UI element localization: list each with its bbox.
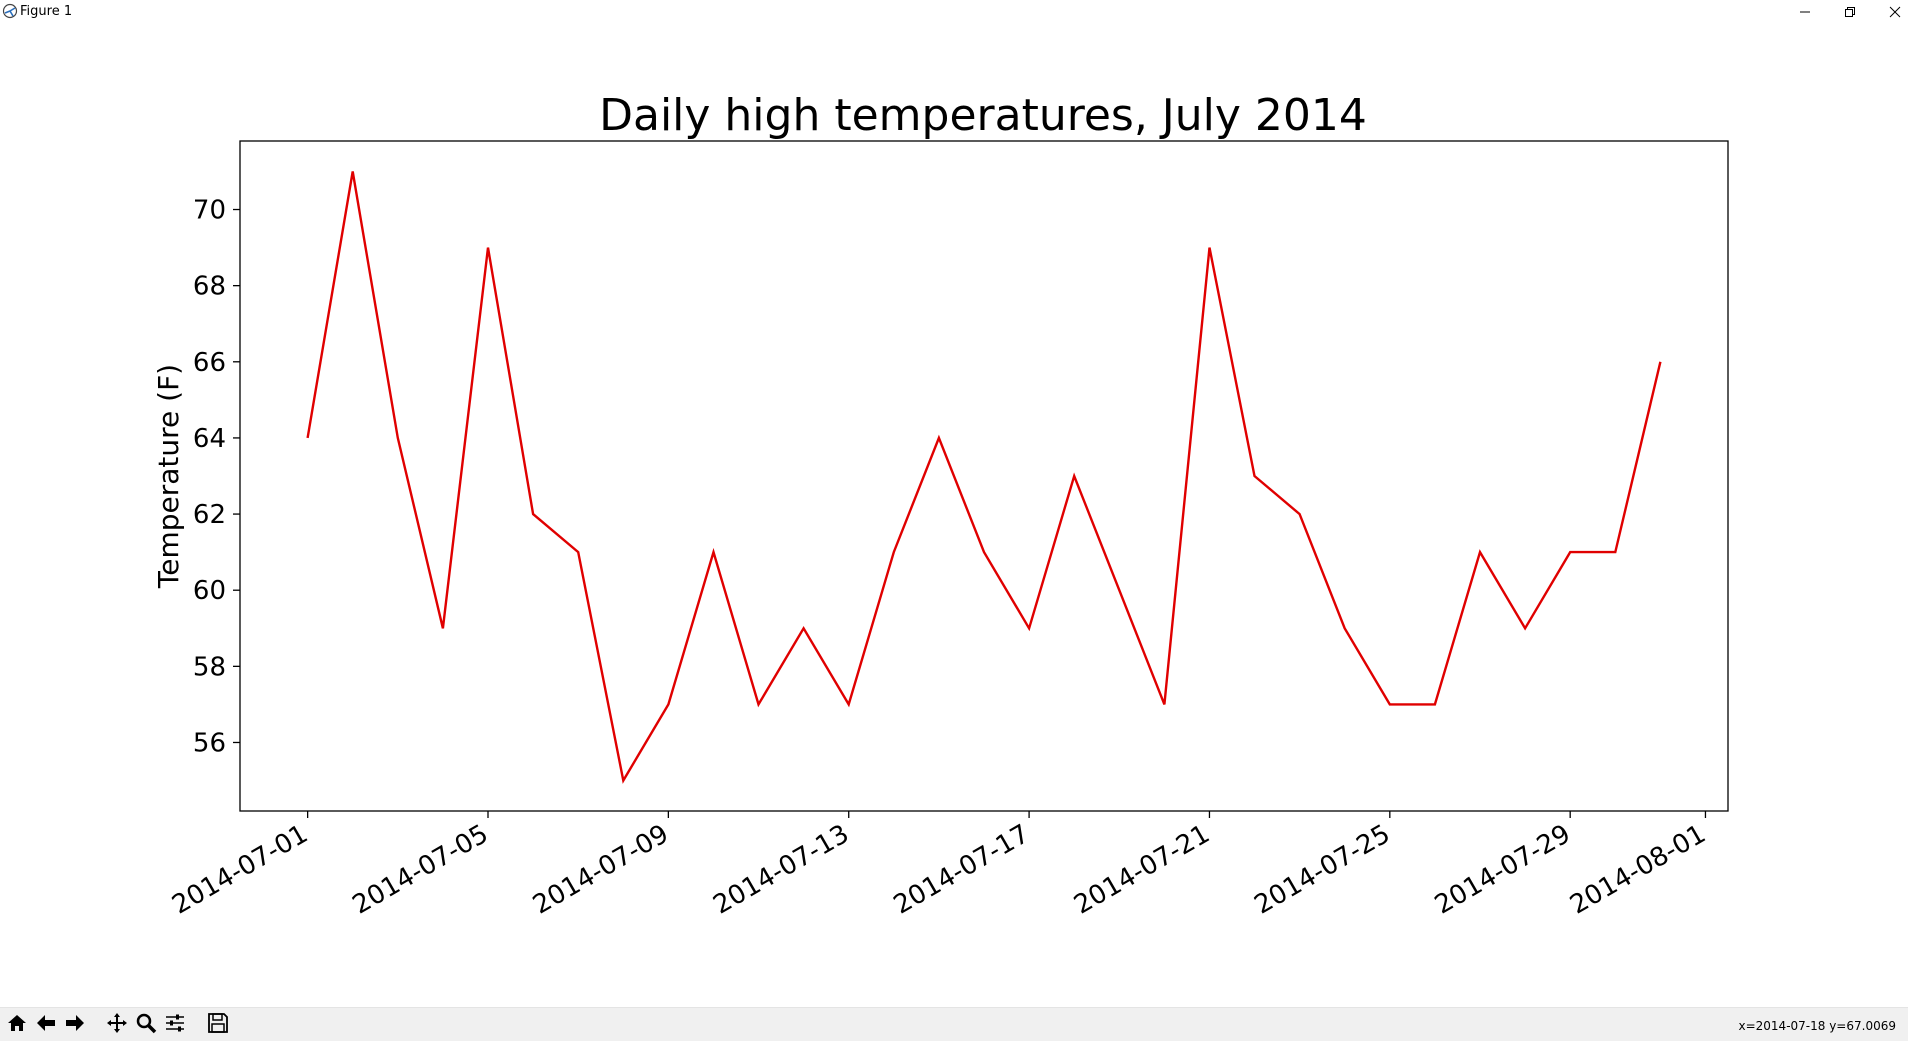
figure-canvas[interactable]: Daily high temperatures, July 2014 Tempe…	[0, 24, 1908, 1007]
floppy-disk-icon	[207, 1012, 229, 1038]
configure-subplots-button[interactable]	[162, 1012, 188, 1038]
window-titlebar: Figure 1	[0, 0, 1908, 24]
y-tick-label: 58	[193, 652, 226, 682]
back-arrow-icon	[35, 1012, 57, 1038]
x-tick-label: 2014-07-25	[1249, 819, 1395, 921]
x-axis: 2014-07-01 2014-07-05 2014-07-09 2014-07-13…	[167, 811, 1711, 921]
y-tick-label: 70	[193, 196, 226, 226]
forward-button[interactable]	[62, 1012, 88, 1038]
plot-area	[239, 140, 1729, 812]
y-axis: 56 58 60 62 64 66 68 70	[193, 196, 240, 758]
home-icon	[6, 1012, 28, 1038]
minimize-button[interactable]	[1782, 0, 1828, 24]
x-tick-label: 2014-07-29	[1430, 819, 1576, 921]
y-tick-label: 56	[193, 728, 226, 758]
y-axis-label: Temperature (F)	[152, 364, 185, 589]
window-title: Figure 1	[20, 4, 73, 19]
restore-button[interactable]	[1827, 0, 1873, 24]
close-icon	[1889, 3, 1901, 22]
y-tick-label: 62	[193, 500, 226, 530]
x-tick-label: 2014-07-09	[528, 819, 674, 921]
x-tick-label: 2014-07-21	[1069, 819, 1215, 921]
y-tick-label: 64	[193, 424, 226, 454]
x-tick-label: 2014-07-13	[708, 819, 854, 921]
restore-icon	[1844, 3, 1856, 22]
chart-title: Daily high temperatures, July 2014	[599, 90, 1367, 141]
series-layer	[306, 171, 1662, 784]
pan-button[interactable]	[104, 1012, 130, 1038]
y-tick-label: 66	[193, 348, 226, 378]
close-button[interactable]	[1872, 0, 1908, 24]
zoom-button[interactable]	[133, 1012, 159, 1038]
matplotlib-icon	[2, 3, 18, 19]
series-line-0	[306, 171, 1662, 784]
sliders-icon	[164, 1012, 186, 1038]
x-tick-label: 2014-07-05	[348, 819, 494, 921]
y-tick-label: 68	[193, 272, 226, 302]
forward-arrow-icon	[64, 1012, 86, 1038]
move-icon	[106, 1012, 128, 1038]
x-tick-label: 2014-07-17	[889, 819, 1035, 921]
navigation-toolbar: x=2014-07-18 y=67.0069	[0, 1007, 1908, 1041]
magnifier-icon	[135, 1012, 157, 1038]
save-button[interactable]	[205, 1012, 231, 1038]
back-button[interactable]	[33, 1012, 59, 1038]
home-button[interactable]	[4, 1012, 30, 1038]
y-tick-label: 60	[193, 576, 226, 606]
x-tick-label: 2014-08-01	[1565, 819, 1711, 921]
minimize-icon	[1799, 3, 1811, 22]
x-tick-label: 2014-07-01	[167, 819, 313, 921]
cursor-coordinates: x=2014-07-18 y=67.0069	[1738, 1019, 1897, 1033]
